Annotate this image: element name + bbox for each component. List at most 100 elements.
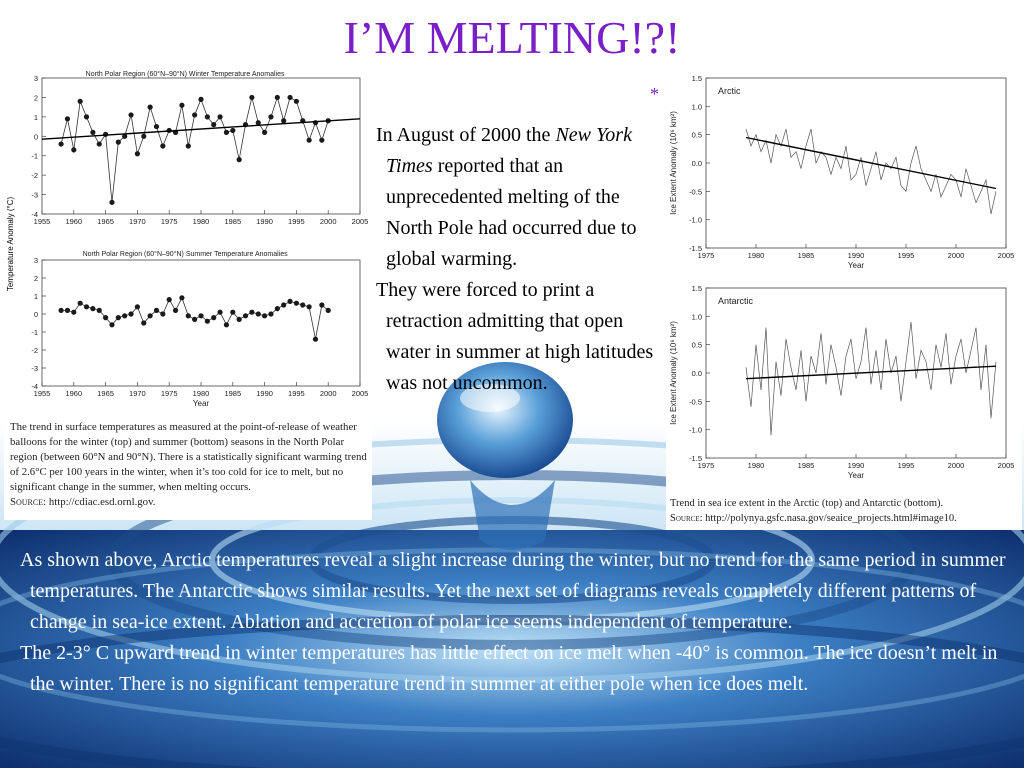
summer-data-point xyxy=(192,316,198,322)
summer-data-point xyxy=(312,336,319,342)
winter-data-point xyxy=(236,157,242,163)
winter-xtick-label: 2000 xyxy=(320,217,337,226)
summer-ytick-label: -2 xyxy=(31,346,38,355)
antarctic-ytick-label: -1.5 xyxy=(689,454,702,463)
summer-chart-title: North Polar Region (60°N–90°N) Summer Te… xyxy=(83,250,289,258)
winter-data-point xyxy=(198,96,204,102)
arctic-ytick-label: 0.0 xyxy=(692,159,702,168)
summer-data-point xyxy=(268,311,274,317)
sea-ice-caption-text: Trend in sea ice extent in the Arctic (t… xyxy=(670,498,944,509)
summer-xtick-label: 2000 xyxy=(320,389,337,398)
summer-data-point xyxy=(64,307,71,313)
sea-ice-source-label: Source: xyxy=(670,513,703,524)
summer-data-point xyxy=(172,307,179,313)
arctic-ytick-label: -1.5 xyxy=(689,244,702,253)
arctic-xtick-label: 1995 xyxy=(898,251,915,260)
antarctic-y-axis-label: Ice Extent Anomaly (10⁶ km²) xyxy=(669,321,678,425)
summer-data-point xyxy=(96,307,102,313)
arctic-x-axis-label: Year xyxy=(848,261,865,270)
winter-data-point xyxy=(109,199,115,205)
arctic-xtick-label: 1990 xyxy=(848,251,865,260)
summer-xtick-label: 1990 xyxy=(256,389,273,398)
temperature-source-url: http://cdiac.esd.ornl.gov. xyxy=(48,496,156,508)
summer-data-point xyxy=(141,320,147,326)
summer-data-point xyxy=(115,315,121,321)
antarctic-chart-title: Antarctic xyxy=(718,296,754,306)
summer-data-point xyxy=(58,307,64,313)
conclusion-paragraph-1: As shown above, Arctic temperatures reve… xyxy=(20,549,1006,633)
winter-xtick-label: 1975 xyxy=(161,217,178,226)
winter-data-point xyxy=(230,127,236,134)
winter-data-point xyxy=(287,94,293,101)
slide-title: I’M MELTING!?! xyxy=(343,12,681,63)
winter-trend-line xyxy=(41,118,361,140)
summer-data-point xyxy=(109,322,115,328)
summer-xtick-label: 2005 xyxy=(352,389,369,398)
summer-data-point xyxy=(90,306,96,312)
summer-xtick-label: 1960 xyxy=(65,389,82,398)
summer-data-point xyxy=(287,298,293,304)
summer-data-point xyxy=(211,315,217,321)
winter-xtick-label: 1970 xyxy=(129,217,146,226)
winter-data-point xyxy=(122,133,128,139)
summer-data-point xyxy=(77,300,83,306)
temperature-caption-text: The trend in surface temperatures as mea… xyxy=(10,421,367,493)
summer-xtick-label: 1980 xyxy=(193,389,210,398)
winter-data-point xyxy=(217,114,223,120)
summer-xtick-label: 1975 xyxy=(161,389,178,398)
summer-xtick-label: 1955 xyxy=(34,389,51,398)
summer-data-point xyxy=(128,311,134,317)
winter-data-point xyxy=(223,129,230,135)
winter-data-point xyxy=(153,123,160,130)
winter-xtick-label: 1980 xyxy=(193,217,210,226)
winter-data-point xyxy=(249,94,255,101)
winter-ytick-label: 1 xyxy=(34,113,38,122)
arctic-xtick-label: 1980 xyxy=(748,251,765,260)
summer-data-point xyxy=(83,304,90,310)
summer-xtick-label: 1965 xyxy=(97,389,114,398)
winter-data-point xyxy=(204,114,210,120)
arctic-chart-title: Arctic xyxy=(718,86,741,96)
winter-data-point xyxy=(71,147,77,153)
summer-data-point xyxy=(103,315,109,321)
nyt-newspaper-name: New York Times xyxy=(386,124,632,177)
winter-ytick-label: 2 xyxy=(34,93,38,102)
antarctic-ytick-label: -0.5 xyxy=(689,397,702,406)
winter-data-point xyxy=(255,120,261,126)
winter-xtick-label: 1995 xyxy=(288,217,305,226)
summer-ytick-label: 2 xyxy=(34,274,38,283)
summer-data-point xyxy=(179,295,185,301)
winter-temperature-chart: North Polar Region (60°N–90°N) Winter Te… xyxy=(31,70,368,226)
winter-data-point xyxy=(128,112,134,118)
winter-data-point xyxy=(293,98,299,104)
summer-xtick-label: 1985 xyxy=(224,389,241,398)
antarctic-xtick-label: 2005 xyxy=(998,461,1015,470)
nyt-text-block: In August of 2000 the New York Times rep… xyxy=(376,120,666,399)
antarctic-x-axis-label: Year xyxy=(848,471,865,480)
summer-data-point xyxy=(274,306,280,312)
antarctic-ytick-label: -1.0 xyxy=(689,426,702,435)
sea-ice-caption: Trend in sea ice extent in the Arctic (t… xyxy=(670,496,1020,526)
antarctic-xtick-label: 1980 xyxy=(748,461,765,470)
arctic-ytick-label: -0.5 xyxy=(689,187,702,196)
antarctic-ytick-label: 1.5 xyxy=(692,284,702,293)
conclusion-paragraph-2: The 2-3° C upward trend in winter temper… xyxy=(20,642,998,695)
winter-data-point xyxy=(77,98,83,104)
nyt-text-b: reported that an unprecedented melting o… xyxy=(386,155,637,270)
winter-data-point xyxy=(179,102,185,108)
winter-chart-title: North Polar Region (60°N–90°N) Winter Te… xyxy=(86,70,285,78)
summer-data-point xyxy=(71,309,77,315)
antarctic-ytick-label: 1.0 xyxy=(692,312,702,321)
winter-data-point xyxy=(306,137,312,143)
arctic-xtick-label: 1975 xyxy=(698,251,715,260)
winter-xtick-label: 1960 xyxy=(65,217,82,226)
temperature-caption: The trend in surface temperatures as mea… xyxy=(10,420,372,510)
summer-ytick-label: 0 xyxy=(34,310,38,319)
antarctic-ytick-label: 0.0 xyxy=(692,369,702,378)
summer-data-point xyxy=(242,313,249,319)
sea-ice-source-url: http://polynya.gsfc.nasa.gov/seaice_proj… xyxy=(705,513,957,524)
summer-ytick-label: 1 xyxy=(34,292,38,301)
summer-data-point xyxy=(217,309,223,315)
